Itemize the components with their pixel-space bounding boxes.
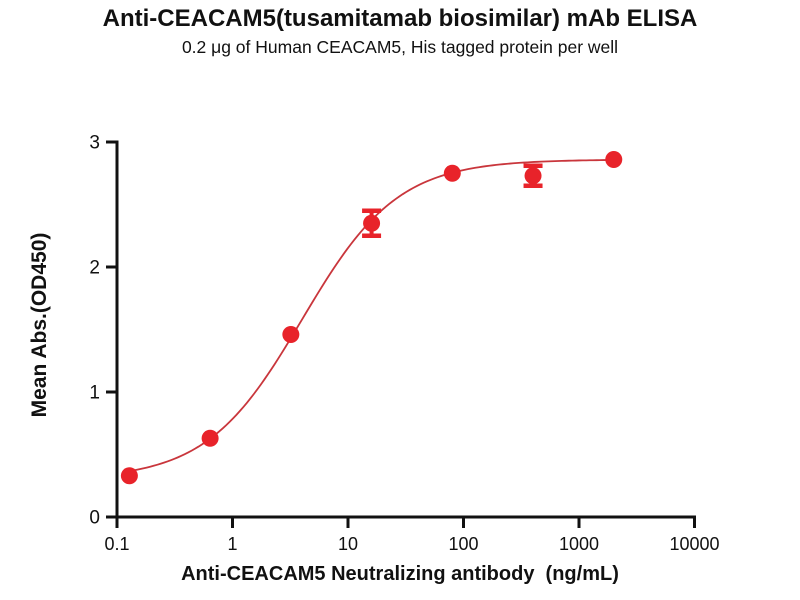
fit-curve — [129, 159, 614, 472]
x-axis-label: Anti-CEACAM5 Neutralizing antibody (ng/m… — [181, 563, 619, 585]
data-point — [443, 164, 461, 182]
x-tick-label: 10 — [338, 534, 358, 554]
y-tick-label: 0 — [89, 508, 100, 529]
data-point — [282, 326, 300, 343]
x-tick-label: 0.1 — [104, 534, 129, 554]
chart-title: Anti-CEACAM5(tusamitamab biosimilar) mAb… — [102, 5, 698, 32]
chart-subtitle: 0.2 μg of Human CEACAM5, His tagged prot… — [181, 37, 619, 57]
y-tick-label: 3 — [89, 133, 100, 154]
data-point — [120, 467, 138, 485]
x-tick-label: 1000 — [559, 534, 599, 554]
y-tick-label: 2 — [89, 258, 100, 279]
y-tick-label: 1 — [89, 383, 100, 404]
x-tick-label: 100 — [448, 534, 478, 554]
y-axis-label-text: Mean Abs.(OD450) — [28, 232, 51, 418]
x-tick-label: 10000 — [669, 534, 719, 554]
data-point — [524, 167, 542, 185]
data-point — [605, 151, 623, 168]
data-point — [363, 214, 381, 232]
x-tick-label: 1 — [227, 534, 237, 554]
data-point — [201, 429, 219, 447]
axis-spines — [115, 140, 696, 519]
